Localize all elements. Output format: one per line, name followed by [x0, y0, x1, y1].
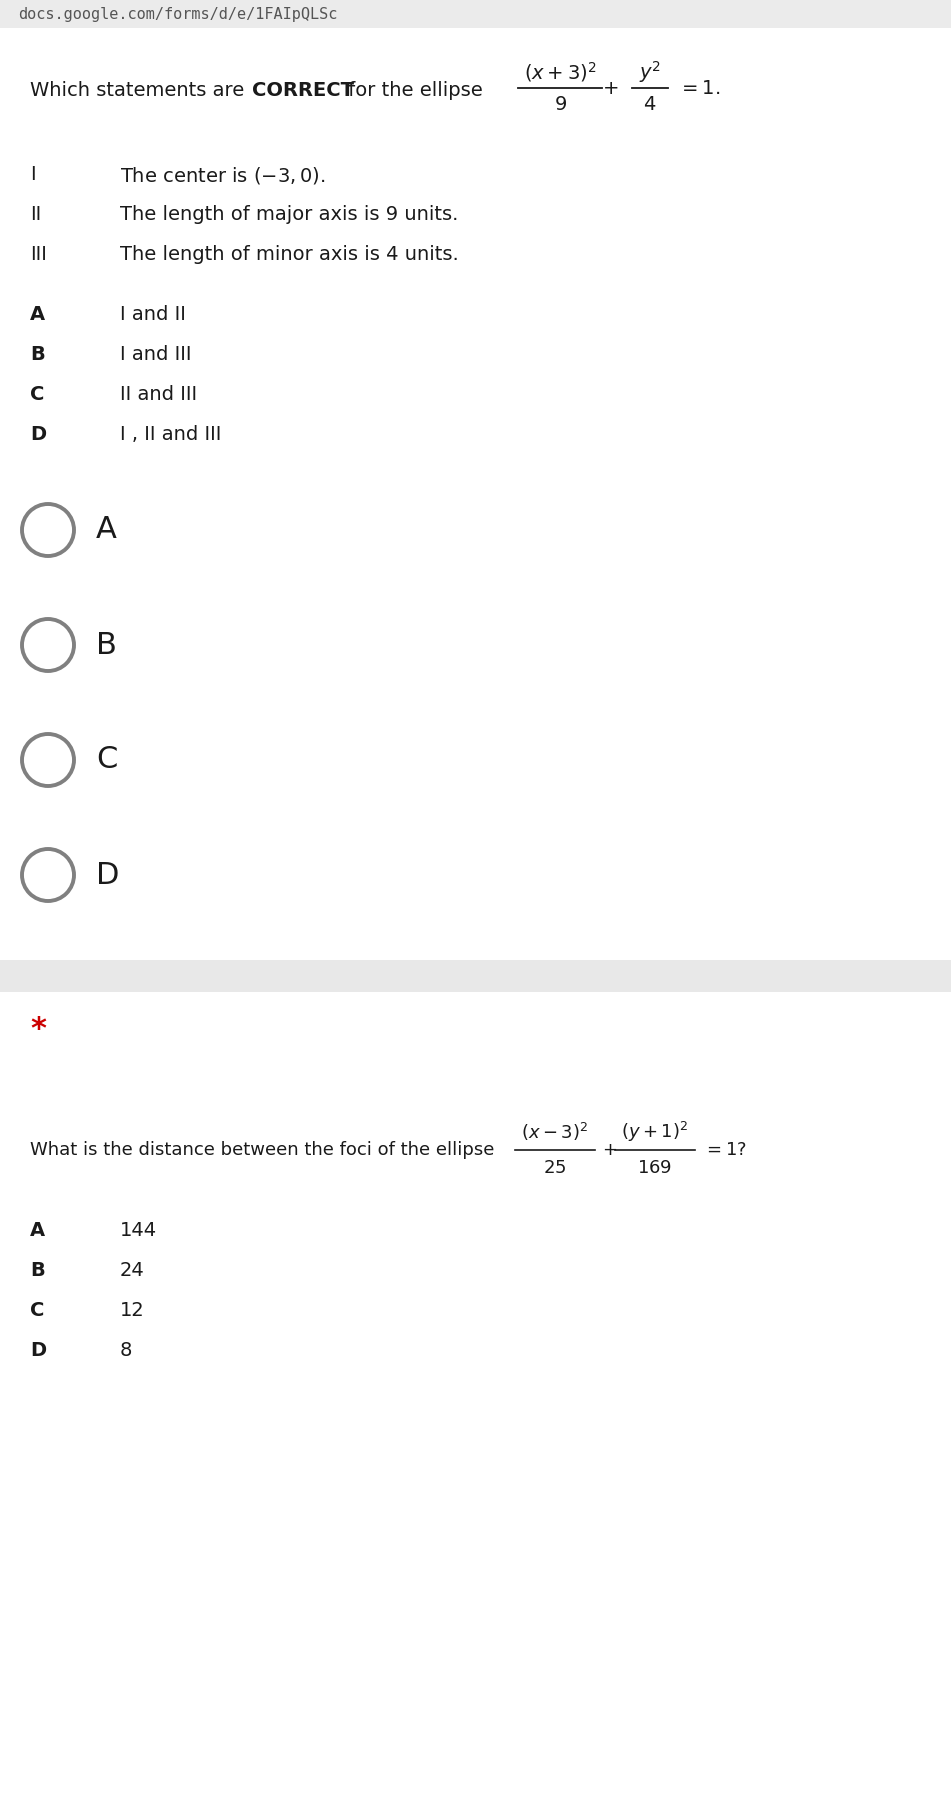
Text: $(x-3)^2$: $(x-3)^2$ — [521, 1121, 589, 1142]
Text: docs.google.com/forms/d/e/1FAIpQLSc: docs.google.com/forms/d/e/1FAIpQLSc — [18, 7, 338, 22]
Text: $y^2$: $y^2$ — [639, 58, 661, 85]
Text: The length of minor axis is 4 units.: The length of minor axis is 4 units. — [120, 246, 458, 264]
Bar — [0, 0, 951, 27]
Text: C: C — [96, 746, 117, 775]
Text: $25$: $25$ — [543, 1159, 567, 1177]
Text: I and III: I and III — [120, 346, 191, 364]
Text: I: I — [30, 166, 35, 184]
Text: $+$: $+$ — [602, 78, 618, 98]
Text: A: A — [96, 515, 117, 544]
Text: C: C — [30, 386, 45, 404]
Text: $= 1?$: $= 1?$ — [703, 1141, 747, 1159]
Bar — [0, 960, 951, 991]
Text: I , II and III: I , II and III — [120, 426, 222, 444]
Text: 144: 144 — [120, 1221, 157, 1239]
Text: The center is $(-3, 0)$.: The center is $(-3, 0)$. — [120, 164, 325, 186]
Text: C: C — [30, 1301, 45, 1319]
Text: D: D — [30, 426, 47, 444]
Text: I and II: I and II — [120, 306, 185, 324]
Text: A: A — [30, 306, 45, 324]
Text: $9$: $9$ — [553, 96, 567, 115]
Text: for the ellipse: for the ellipse — [342, 80, 483, 100]
Text: B: B — [30, 346, 45, 364]
Text: A: A — [30, 1221, 45, 1239]
Text: The length of major axis is 9 units.: The length of major axis is 9 units. — [120, 206, 458, 224]
Text: III: III — [30, 246, 47, 264]
Text: B: B — [96, 631, 117, 660]
Text: What is the distance between the foci of the ellipse: What is the distance between the foci of… — [30, 1141, 495, 1159]
Text: Which statements are: Which statements are — [30, 80, 250, 100]
Text: 12: 12 — [120, 1301, 145, 1319]
Text: II: II — [30, 206, 41, 224]
Text: CORRECT: CORRECT — [252, 80, 354, 100]
Text: $(y+1)^2$: $(y+1)^2$ — [621, 1121, 689, 1144]
Text: 8: 8 — [120, 1341, 132, 1359]
Text: $+$: $+$ — [602, 1141, 617, 1159]
Text: *: * — [30, 1015, 46, 1044]
Text: II and III: II and III — [120, 386, 197, 404]
Text: D: D — [96, 860, 120, 889]
Text: $169$: $169$ — [637, 1159, 672, 1177]
Text: $(x+3)^2$: $(x+3)^2$ — [524, 60, 596, 84]
Text: D: D — [30, 1341, 47, 1359]
Text: 24: 24 — [120, 1261, 145, 1279]
Text: $4$: $4$ — [643, 96, 656, 115]
Text: B: B — [30, 1261, 45, 1279]
Text: $= 1.$: $= 1.$ — [678, 78, 721, 98]
